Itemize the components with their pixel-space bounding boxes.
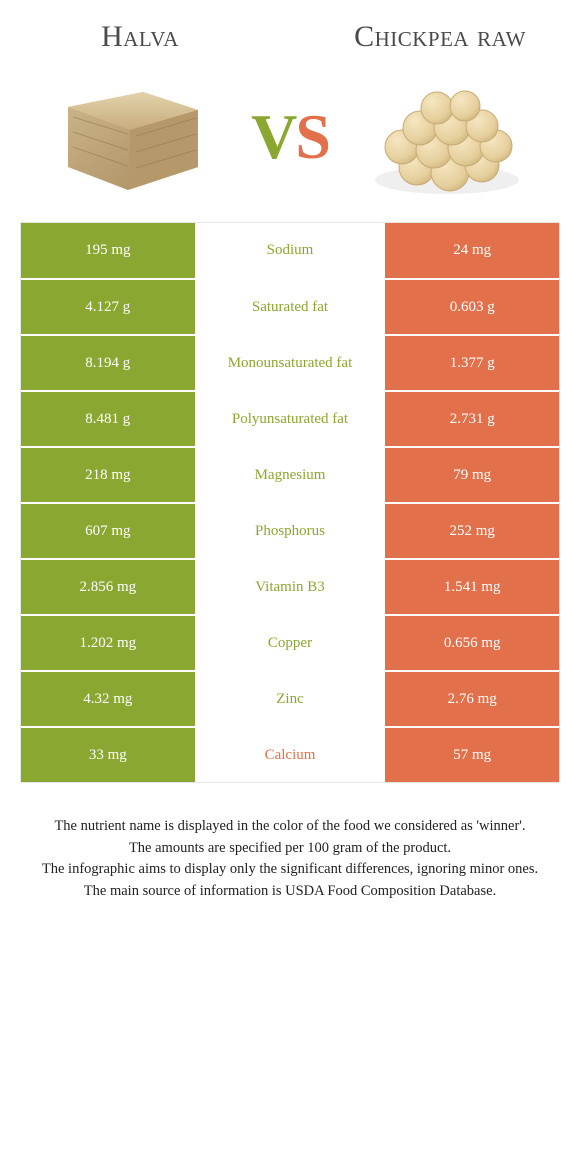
value-right: 1.541 mg [385,560,559,614]
nutrient-name: Zinc [195,672,386,726]
table-row: 195 mgSodium24 mg [21,222,559,278]
footnote-line: The amounts are specified per 100 gram o… [20,839,560,859]
nutrient-name: Magnesium [195,448,386,502]
table-row: 218 mgMagnesium79 mg [21,446,559,502]
food-right-image [335,72,560,202]
value-left: 8.194 g [21,336,195,390]
footnote-line: The main source of information is USDA F… [20,882,560,902]
value-left: 33 mg [21,728,195,782]
value-right: 0.656 mg [385,616,559,670]
nutrient-name: Monounsaturated fat [195,336,386,390]
food-left-image [20,72,245,202]
value-left: 195 mg [21,223,195,278]
nutrient-name: Saturated fat [195,280,386,334]
table-row: 33 mgCalcium57 mg [21,726,559,782]
vs-s: S [295,100,329,174]
value-right: 57 mg [385,728,559,782]
titles-row: Halva Chickpea raw [20,20,560,54]
footnotes: The nutrient name is displayed in the co… [20,817,560,903]
value-right: 0.603 g [385,280,559,334]
value-left: 2.856 mg [21,560,195,614]
nutrient-name: Vitamin B3 [195,560,386,614]
footnote-line: The infographic aims to display only the… [20,860,560,880]
value-right: 2.76 mg [385,672,559,726]
nutrient-name: Phosphorus [195,504,386,558]
table-row: 1.202 mgCopper0.656 mg [21,614,559,670]
footnote-line: The nutrient name is displayed in the co… [20,817,560,837]
food-left-title: Halva [20,20,260,54]
halva-icon [48,72,218,202]
nutrient-table: 195 mgSodium24 mg4.127 gSaturated fat0.6… [20,222,560,783]
nutrient-name: Polyunsaturated fat [195,392,386,446]
value-right: 2.731 g [385,392,559,446]
table-row: 8.481 gPolyunsaturated fat2.731 g [21,390,559,446]
vs-v: V [251,100,295,174]
nutrient-name: Sodium [195,223,386,278]
chickpea-icon [362,72,532,202]
value-left: 4.127 g [21,280,195,334]
value-right: 252 mg [385,504,559,558]
value-left: 1.202 mg [21,616,195,670]
value-left: 607 mg [21,504,195,558]
nutrient-name: Copper [195,616,386,670]
table-row: 4.32 mgZinc2.76 mg [21,670,559,726]
vs-label: VS [251,100,329,174]
table-row: 4.127 gSaturated fat0.603 g [21,278,559,334]
table-row: 607 mgPhosphorus252 mg [21,502,559,558]
value-right: 24 mg [385,223,559,278]
food-right-title: Chickpea raw [320,21,560,53]
table-row: 2.856 mgVitamin B31.541 mg [21,558,559,614]
value-left: 218 mg [21,448,195,502]
value-right: 79 mg [385,448,559,502]
value-right: 1.377 g [385,336,559,390]
table-row: 8.194 gMonounsaturated fat1.377 g [21,334,559,390]
value-left: 4.32 mg [21,672,195,726]
hero-row: VS [20,72,560,202]
value-left: 8.481 g [21,392,195,446]
nutrient-name: Calcium [195,728,386,782]
